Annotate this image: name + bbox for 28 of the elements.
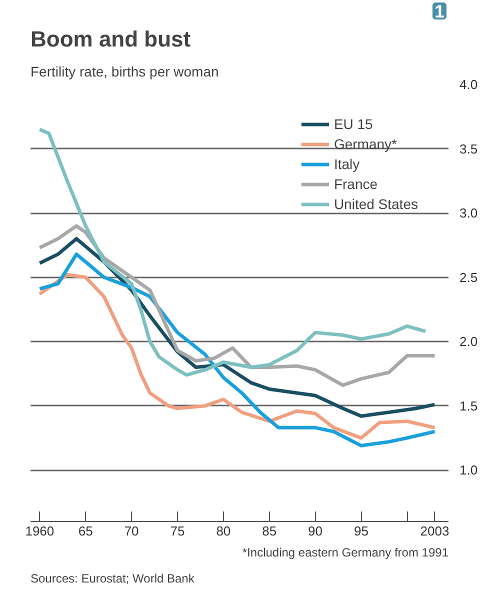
- x-tick-label: 2003: [420, 524, 450, 538]
- legend-label: France: [334, 176, 378, 192]
- x-tick-label: 1960: [25, 524, 54, 538]
- x-tick-label: 65: [78, 524, 93, 538]
- legend-label: Germany*: [334, 136, 397, 152]
- y-tick-label: 1.0: [460, 462, 478, 478]
- y-tick-label: 3.0: [460, 206, 478, 221]
- legend-label: Italy: [334, 156, 360, 172]
- line-series: [38, 128, 428, 377]
- x-tick-label: 75: [170, 524, 185, 538]
- y-tick-label: 3.5: [460, 141, 478, 156]
- text: 1: [434, 2, 445, 22]
- legend-label: EU 15: [334, 116, 373, 132]
- y-tick-label: 4.0: [460, 77, 478, 92]
- y-tick-label: 1.5: [460, 398, 478, 414]
- legend-label: United States: [334, 196, 418, 212]
- chart-title: Boom and bust: [30, 26, 192, 52]
- x-tick-label: 80: [216, 524, 231, 538]
- x-tick-label: 90: [308, 524, 323, 538]
- x-tick-label: 70: [124, 524, 139, 538]
- x-tick-label: 95: [354, 524, 368, 538]
- y-tick-label: 2.5: [460, 270, 478, 285]
- y-tick-label: 2.0: [460, 334, 478, 350]
- line-series: [38, 224, 436, 388]
- x-tick-label: 85: [262, 524, 277, 538]
- chart-subtitle: Fertility rate, births per woman: [30, 64, 219, 80]
- source-note: Sources: Eurostat; World Bank: [30, 572, 196, 586]
- text: *Including eastern Germany from 1991: [242, 546, 449, 560]
